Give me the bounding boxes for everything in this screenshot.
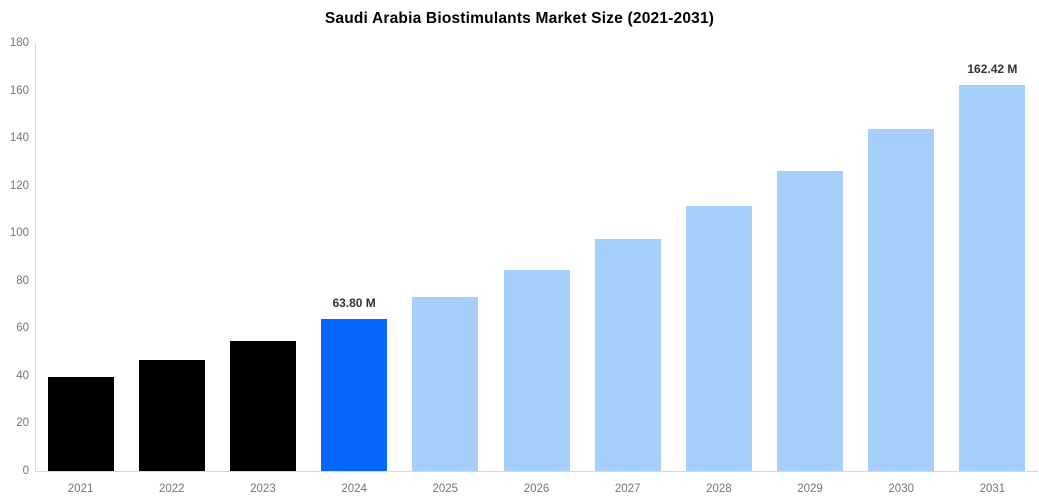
bar-2031 [959,84,1026,471]
bar-2024 [321,319,388,471]
bar-2029 [777,170,844,471]
y-tick-label: 0 [22,465,29,477]
x-tick-label-2027: 2027 [614,483,641,495]
x-tick-label-2022: 2022 [158,483,185,495]
bar-2021 [47,376,114,471]
bar-2026 [503,270,570,471]
bar-2028 [685,206,752,471]
bar-value-label-2024: 63.80 M [332,296,376,311]
x-tick-label-2026: 2026 [523,483,550,495]
x-tick-label-2024: 2024 [341,483,367,495]
y-tick-label: 20 [16,417,29,430]
x-axis-line [35,471,1038,472]
y-tick-label: 160 [9,84,29,97]
x-tick-label-2025: 2025 [432,483,459,495]
y-tick-label: 140 [9,132,29,145]
x-tick-label-2021: 2021 [67,483,94,495]
y-tick-label: 40 [16,369,29,382]
y-tick-label: 60 [16,322,29,335]
chart-title: Saudi Arabia Biostimulants Market Size (… [324,10,715,27]
bar-2022 [138,359,205,471]
x-tick-label-2031: 2031 [979,483,1006,495]
x-tick-label-2029: 2029 [797,483,823,495]
y-tick-label: 80 [16,274,29,287]
x-tick-label-2030: 2030 [888,483,914,495]
y-tick-label: 100 [9,227,29,240]
bar-2023 [229,340,296,471]
y-tick-label: 120 [9,179,29,192]
bar-2025 [412,296,479,471]
bar-value-label-2031: 162.42 M [967,61,1018,76]
y-axis-line [35,43,36,472]
bar-2030 [868,129,935,471]
bar-2027 [594,238,661,471]
y-tick-label: 180 [9,37,29,49]
x-tick-label-2023: 2023 [250,483,276,495]
x-tick-label-2028: 2028 [706,483,732,495]
